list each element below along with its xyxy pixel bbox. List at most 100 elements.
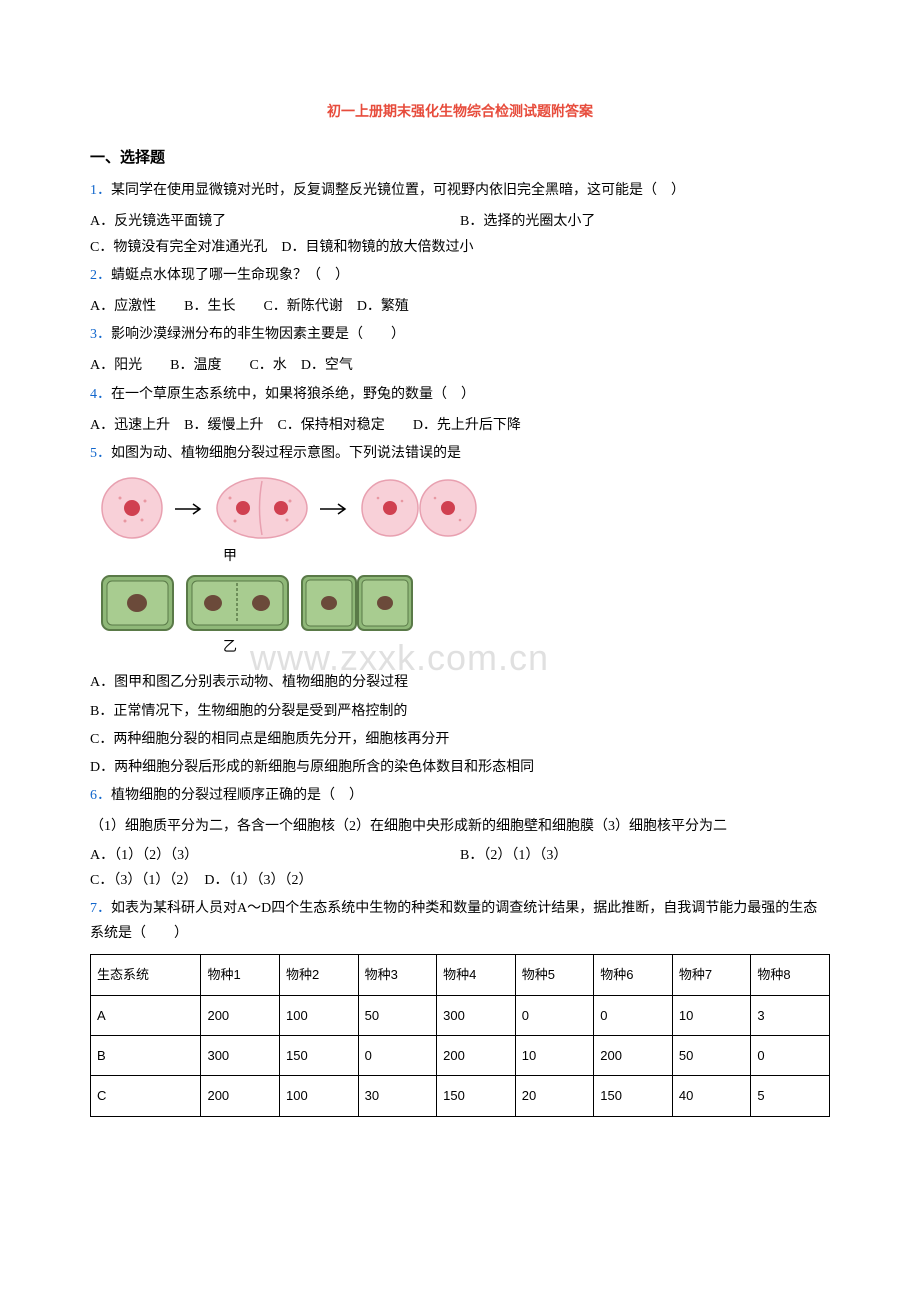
table-header: 生态系统 (91, 955, 201, 995)
plant-cell-1 (100, 574, 175, 632)
table-cell: 150 (280, 1036, 359, 1076)
table-cell: 200 (201, 1076, 280, 1116)
q-num: 1． (90, 183, 111, 198)
q3-options: A．阳光 B．温度 C．水 D．空气 (90, 353, 830, 378)
q4-opt-d: D．先上升后下降 (413, 418, 521, 433)
animal-cell-3 (360, 476, 480, 541)
q2-opt-b: B．生长 (184, 299, 235, 314)
table-cell: 3 (751, 995, 830, 1035)
table-cell: 300 (201, 1036, 280, 1076)
q-num: 2． (90, 268, 111, 283)
q2-opt-a: A．应激性 (90, 299, 156, 314)
q6-line2: （1）细胞质平分为二，各含一个细胞核（2）在细胞中央形成新的细胞壁和细胞膜（3）… (90, 814, 830, 839)
table-cell: 0 (594, 995, 673, 1035)
table-header: 物种4 (437, 955, 516, 995)
table-cell: 0 (358, 1036, 437, 1076)
animal-cell-1 (100, 476, 165, 541)
ecosystem-table: 生态系统 物种1 物种2 物种3 物种4 物种5 物种6 物种7 物种8 A 2… (90, 954, 830, 1117)
table-cell: 0 (751, 1036, 830, 1076)
table-cell: 200 (594, 1036, 673, 1076)
q4-opt-b: B．缓慢上升 (184, 418, 263, 433)
q6-opt-d: D．（1）（3）（2） (204, 873, 312, 888)
table-cell: B (91, 1036, 201, 1076)
table-cell: 150 (594, 1076, 673, 1116)
caption-jia: 甲 (90, 544, 370, 569)
q1-opt-c: C．物镜没有完全对准通光孔 (90, 240, 267, 255)
q-text: 植物细胞的分裂过程顺序正确的是（ ） (111, 788, 363, 803)
q6-opt-b: B．（2）（1）（3） (460, 843, 830, 868)
table-header-row: 生态系统 物种1 物种2 物种3 物种4 物种5 物种6 物种7 物种8 (91, 955, 830, 995)
q2-options: A．应激性 B．生长 C．新陈代谢 D．繁殖 (90, 294, 830, 319)
table-cell: 10 (672, 995, 751, 1035)
q1-opt-d: D．目镜和物镜的放大倍数过小 (281, 240, 473, 255)
q3-opt-d: D．空气 (301, 358, 353, 373)
plant-cell-2 (185, 574, 290, 632)
table-cell: 0 (515, 995, 594, 1035)
arrow-icon (175, 503, 205, 515)
q5-opt-d: D．两种细胞分裂后形成的新细胞与原细胞所含的染色体数目和形态相同 (90, 755, 830, 780)
q1-opt-b: B．选择的光圈太小了 (460, 209, 830, 234)
q4-opt-c: C．保持相对稳定 (277, 418, 384, 433)
table-row: B 300 150 0 200 10 200 50 0 (91, 1036, 830, 1076)
caption-yi: 乙 (90, 635, 370, 660)
q-num: 7． (90, 901, 111, 916)
q2-opt-d: D．繁殖 (357, 299, 409, 314)
table-cell: 200 (437, 1036, 516, 1076)
question-1: 1．某同学在使用显微镜对光时，反复调整反光镜位置，可视野内依旧完全黑暗，这可能是… (90, 178, 830, 203)
table-cell: 100 (280, 1076, 359, 1116)
table-cell: C (91, 1076, 201, 1116)
q3-opt-a: A．阳光 (90, 358, 142, 373)
q-text: 如图为动、植物细胞分裂过程示意图。下列说法错误的是 (111, 446, 461, 461)
q-num: 6． (90, 788, 111, 803)
q-text: 如表为某科研人员对A～D四个生态系统中生物的种类和数量的调查统计结果，据此推断，… (90, 901, 817, 941)
table-header: 物种1 (201, 955, 280, 995)
table-cell: A (91, 995, 201, 1035)
arrow-icon (320, 503, 350, 515)
q-text: 影响沙漠绿洲分布的非生物因素主要是（ ） (111, 327, 405, 342)
q-text: 在一个草原生态系统中，如果将狼杀绝，野兔的数量（ ） (111, 387, 475, 402)
question-4: 4．在一个草原生态系统中，如果将狼杀绝，野兔的数量（ ） (90, 382, 830, 407)
table-cell: 50 (672, 1036, 751, 1076)
q1-options-row2: C．物镜没有完全对准通光孔 D．目镜和物镜的放大倍数过小 (90, 235, 830, 260)
question-2: 2．蜻蜓点水体现了哪一生命现象？（ ） (90, 263, 830, 288)
q1-options-row1: A．反光镜选平面镜了 B．选择的光圈太小了 (90, 209, 830, 234)
table-header: 物种6 (594, 955, 673, 995)
question-7: 7．如表为某科研人员对A～D四个生态系统中生物的种类和数量的调查统计结果，据此推… (90, 896, 830, 946)
q6-opt-a: A．（1）（2）（3） (90, 843, 460, 868)
q5-opt-a: A．图甲和图乙分别表示动物、植物细胞的分裂过程 (90, 670, 830, 695)
q1-opt-a: A．反光镜选平面镜了 (90, 209, 460, 234)
table-row: C 200 100 30 150 20 150 40 5 (91, 1076, 830, 1116)
page-title: 初一上册期末强化生物综合检测试题附答案 (90, 100, 830, 125)
q6-opt-c: C．（3）（1）（2） (90, 873, 190, 888)
question-5: 5．如图为动、植物细胞分裂过程示意图。下列说法错误的是 (90, 441, 830, 466)
plant-cell-3 (300, 574, 415, 632)
q4-options: A．迅速上升 B．缓慢上升 C．保持相对稳定 D．先上升后下降 (90, 413, 830, 438)
table-cell: 300 (437, 995, 516, 1035)
animal-cell-2 (215, 476, 310, 541)
table-header: 物种8 (751, 955, 830, 995)
table-cell: 200 (201, 995, 280, 1035)
table-row: A 200 100 50 300 0 0 10 3 (91, 995, 830, 1035)
table-cell: 40 (672, 1076, 751, 1116)
q3-opt-c: C．水 (249, 358, 286, 373)
table-cell: 5 (751, 1076, 830, 1116)
table-cell: 30 (358, 1076, 437, 1116)
table-cell: 100 (280, 995, 359, 1035)
q2-opt-c: C．新陈代谢 (263, 299, 342, 314)
table-cell: 150 (437, 1076, 516, 1116)
table-header: 物种7 (672, 955, 751, 995)
q-num: 3． (90, 327, 111, 342)
q3-opt-b: B．温度 (170, 358, 221, 373)
q6-options-row1: A．（1）（2）（3） B．（2）（1）（3） (90, 843, 830, 868)
animal-cell-row (100, 476, 830, 541)
table-header: 物种3 (358, 955, 437, 995)
question-3: 3．影响沙漠绿洲分布的非生物因素主要是（ ） (90, 322, 830, 347)
q-text: 某同学在使用显微镜对光时，反复调整反光镜位置，可视野内依旧完全黑暗，这可能是（ … (111, 183, 685, 198)
q4-opt-a: A．迅速上升 (90, 418, 170, 433)
plant-cell-row (100, 574, 830, 632)
q-text: 蜻蜓点水体现了哪一生命现象？（ ） (111, 268, 349, 283)
question-6: 6．植物细胞的分裂过程顺序正确的是（ ） (90, 783, 830, 808)
table-header: 物种5 (515, 955, 594, 995)
cell-division-diagram: 甲 乙 www.zxxk.com.cn (90, 476, 830, 660)
table-cell: 10 (515, 1036, 594, 1076)
